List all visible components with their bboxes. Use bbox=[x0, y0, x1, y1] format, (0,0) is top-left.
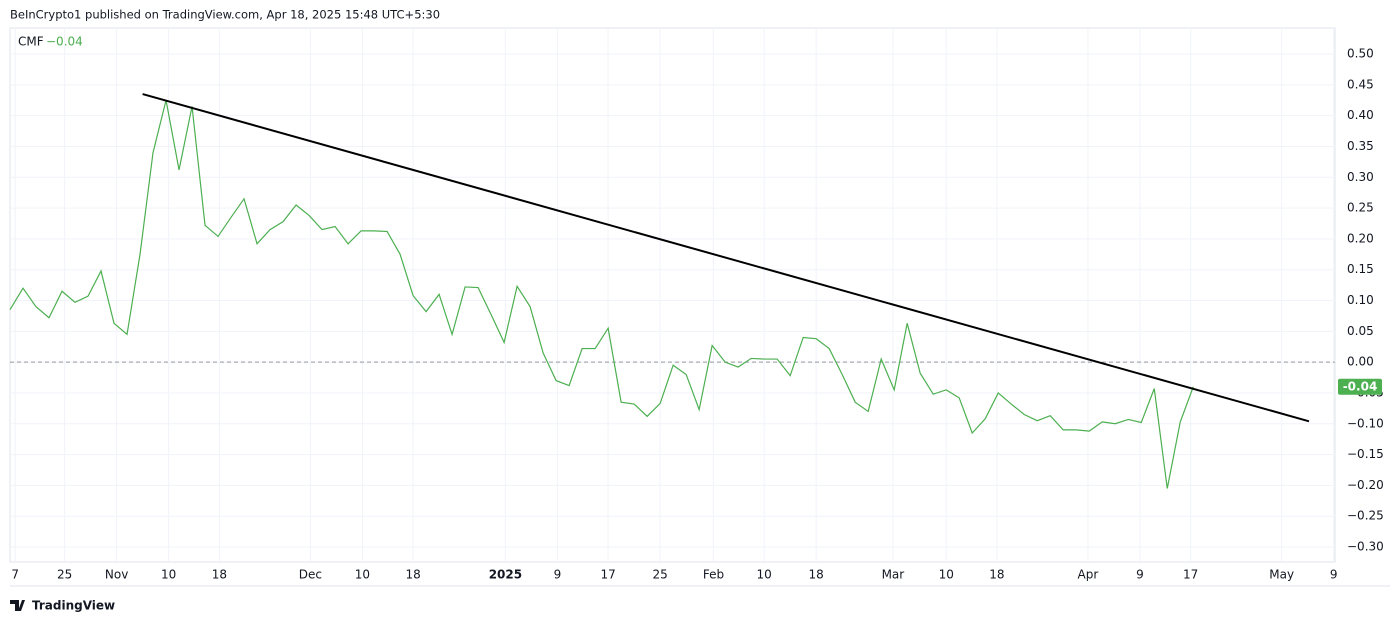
y-tick-label: 0.15 bbox=[1347, 262, 1374, 276]
y-tick-label: −0.15 bbox=[1347, 447, 1384, 461]
x-tick-label: 10 bbox=[757, 568, 772, 582]
x-tick-label: 17 bbox=[600, 568, 615, 582]
x-tick-label: 18 bbox=[809, 568, 824, 582]
y-tick-label: 0.30 bbox=[1347, 170, 1374, 184]
footer-logo: TradingView bbox=[10, 599, 115, 613]
x-tick-label: May bbox=[1269, 568, 1294, 582]
x-tick-label: Nov bbox=[105, 568, 128, 582]
x-tick-label: 2025 bbox=[489, 568, 522, 582]
x-tick-label: 25 bbox=[57, 568, 72, 582]
x-tick-label: 17 bbox=[1183, 568, 1198, 582]
y-tick-label: 0.10 bbox=[1347, 293, 1374, 307]
x-tick-label: 9 bbox=[1136, 568, 1144, 582]
header: BeInCrypto1 published on TradingView.com… bbox=[10, 8, 440, 22]
last-value-box bbox=[1338, 378, 1382, 395]
y-tick-label: 0.50 bbox=[1347, 47, 1374, 61]
x-tick-label: 9 bbox=[1330, 568, 1338, 582]
x-tick-label: 18 bbox=[212, 568, 227, 582]
x-tick-label: 10 bbox=[355, 568, 370, 582]
x-tick-label: Dec bbox=[299, 568, 322, 582]
y-tick-label: −0.25 bbox=[1347, 509, 1384, 523]
x-tick-label: Mar bbox=[882, 568, 905, 582]
x-tick-label: 10 bbox=[161, 568, 176, 582]
y-tick-label: 0.35 bbox=[1347, 139, 1374, 153]
data-line bbox=[9, 100, 1194, 489]
y-tick-label: −0.20 bbox=[1347, 478, 1384, 492]
footer: TradingView bbox=[32, 599, 115, 613]
x-tick-label: 25 bbox=[653, 568, 668, 582]
x-tick-label: Apr bbox=[1078, 568, 1099, 582]
y-tick-label: −0.10 bbox=[1347, 416, 1384, 430]
x-tick-label: 18 bbox=[405, 568, 420, 582]
x-tick-label: 18 bbox=[989, 568, 1004, 582]
y-tick-label: 0.25 bbox=[1347, 201, 1374, 215]
logo-icon bbox=[10, 600, 25, 611]
last-value-label: -0.04 bbox=[1343, 379, 1378, 393]
trendline bbox=[142, 93, 1310, 423]
y-tick-label: 0.45 bbox=[1347, 77, 1374, 91]
x-tick-label: 9 bbox=[554, 568, 562, 582]
x-tick-label: 10 bbox=[939, 568, 954, 582]
x-tick-label: 7 bbox=[11, 568, 19, 582]
legend-name: CMF bbox=[18, 35, 44, 49]
y-tick-label: 0.00 bbox=[1347, 355, 1374, 369]
x-tick-label: Feb bbox=[703, 568, 724, 582]
y-tick-label: 0.20 bbox=[1347, 231, 1374, 245]
y-tick-label: 0.05 bbox=[1347, 324, 1374, 338]
y-tick-label: 0.40 bbox=[1347, 108, 1374, 122]
y-tick-label: −0.30 bbox=[1347, 540, 1384, 554]
